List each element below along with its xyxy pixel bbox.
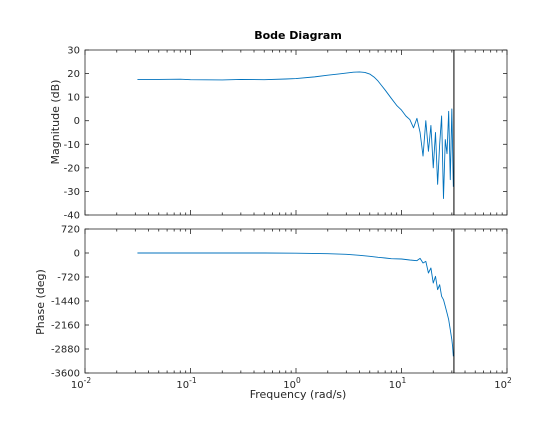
- phase-ytick-label-3: -1440: [51, 297, 80, 308]
- x-axis-label: Frequency (rad/s): [250, 388, 347, 401]
- magnitude-ytick-label-5: -20: [64, 163, 80, 174]
- magnitude-ytick-label-3: 0: [74, 116, 80, 127]
- phase-ytick-label-4: -2160: [51, 321, 80, 332]
- phase-ytick-label-0: 720: [61, 225, 80, 236]
- phase-ytick-label-1: 0: [74, 249, 80, 260]
- magnitude-axes-frame: [84, 49, 508, 216]
- magnitude-panel: 30 20 10 0 -10 -20 -30 -40: [64, 46, 508, 222]
- x-tick-label-2: 100: [283, 376, 301, 391]
- chart-title: Bode Diagram: [254, 29, 342, 42]
- magnitude-ytick-label-4: -10: [64, 140, 80, 151]
- x-tick-label-4: 102: [494, 376, 512, 391]
- magnitude-ytick-label-1: 20: [67, 69, 80, 80]
- x-tick-label-1: 10-1: [176, 376, 196, 391]
- magnitude-series-line: [137, 71, 454, 199]
- magnitude-y-axis-label: Magnitude (dB): [49, 80, 62, 165]
- magnitude-ytick-label-7: -40: [64, 211, 80, 222]
- phase-ytick-label-6: -3600: [51, 369, 80, 380]
- phase-y-axis-label: Phase (deg): [34, 269, 47, 335]
- magnitude-ytick-label-0: 30: [67, 46, 80, 57]
- phase-ytick-label-5: -2880: [51, 345, 80, 356]
- magnitude-ytick-label-2: 10: [67, 93, 80, 104]
- phase-ytick-label-2: -720: [57, 273, 80, 284]
- x-tick-label-3: 101: [389, 376, 407, 391]
- x-tick-label-0: 10-2: [71, 376, 91, 391]
- phase-series-line: [137, 252, 454, 357]
- magnitude-ytick-label-6: -30: [64, 187, 80, 198]
